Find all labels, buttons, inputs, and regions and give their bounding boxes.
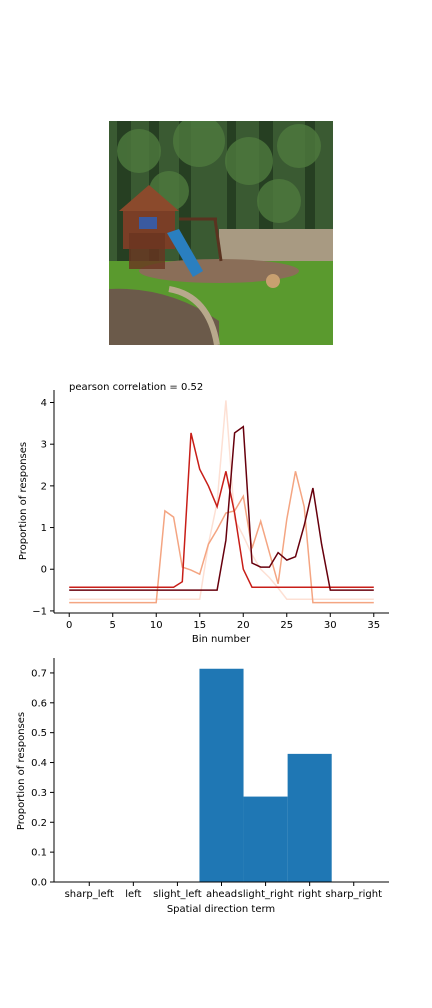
y-tick-label: 0.5 — [31, 728, 47, 739]
series-line-4 — [69, 425, 374, 591]
x-tick-label: slight_left — [153, 889, 202, 900]
bar-chart: sharp_left left slight_left ahead slight_rig… — [16, 658, 389, 915]
bar-slight_right — [243, 796, 288, 882]
y-tick-label: 4 — [41, 398, 47, 409]
bars — [199, 668, 332, 882]
x-tick-label: 20 — [237, 620, 250, 631]
x-tick-label: 10 — [150, 620, 163, 631]
bar-ahead — [199, 668, 244, 882]
x-tick-label: ahead — [206, 889, 237, 900]
x-tick-label: 0 — [66, 620, 72, 631]
y-tick-label: 2 — [41, 481, 47, 492]
y-tick-label: 3 — [41, 440, 47, 451]
chart-title: pearson correlation = 0.52 — [69, 382, 203, 393]
x-tick-label: sharp_right — [325, 889, 382, 900]
x-tick-label: sharp_left — [65, 889, 114, 900]
y-tick-label: −1 — [32, 606, 47, 617]
y-tick-label: 0.4 — [31, 758, 47, 769]
x-tick-label: 35 — [367, 620, 380, 631]
y-axis-label: Proportion of responses — [16, 712, 27, 830]
y-axis-label: Proportion of responses — [18, 442, 29, 560]
x-tick-label: slight_right — [238, 889, 294, 900]
y-ticks: 0.0 0.1 0.2 0.3 0.4 0.5 0.6 0.7 — [31, 668, 54, 889]
y-tick-label: 0.0 — [31, 878, 47, 889]
x-tick-label: 25 — [280, 620, 293, 631]
y-tick-label: 0 — [41, 565, 47, 576]
x-ticks: 0 5 10 15 20 25 30 35 — [66, 613, 380, 631]
y-tick-label: 0.7 — [31, 668, 47, 679]
series-line-3 — [69, 432, 374, 588]
x-ticks: sharp_left left slight_left ahead slight_rig… — [65, 882, 382, 900]
y-tick-label: 0.6 — [31, 698, 47, 709]
x-axis-label: Spatial direction term — [167, 904, 275, 915]
y-tick-label: 0.2 — [31, 818, 47, 829]
line-chart: pearson correlation = 0.52 0 5 10 15 20 25 30 3… — [18, 382, 389, 645]
x-tick-label: left — [125, 889, 141, 900]
series-line-1 — [69, 400, 374, 600]
y-tick-label: 1 — [41, 523, 47, 534]
x-tick-label: 5 — [110, 620, 116, 631]
y-ticks: −1 0 1 2 3 4 — [32, 398, 54, 617]
x-tick-label: right — [298, 889, 322, 900]
series-lines — [69, 400, 374, 604]
series-line-2 — [69, 471, 374, 604]
playground-photo — [109, 121, 333, 345]
y-tick-label: 0.1 — [31, 848, 47, 859]
bar-right — [287, 753, 332, 882]
x-tick-label: 15 — [193, 620, 206, 631]
y-tick-label: 0.3 — [31, 788, 47, 799]
x-axis-label: Bin number — [192, 634, 251, 645]
x-tick-label: 30 — [324, 620, 337, 631]
